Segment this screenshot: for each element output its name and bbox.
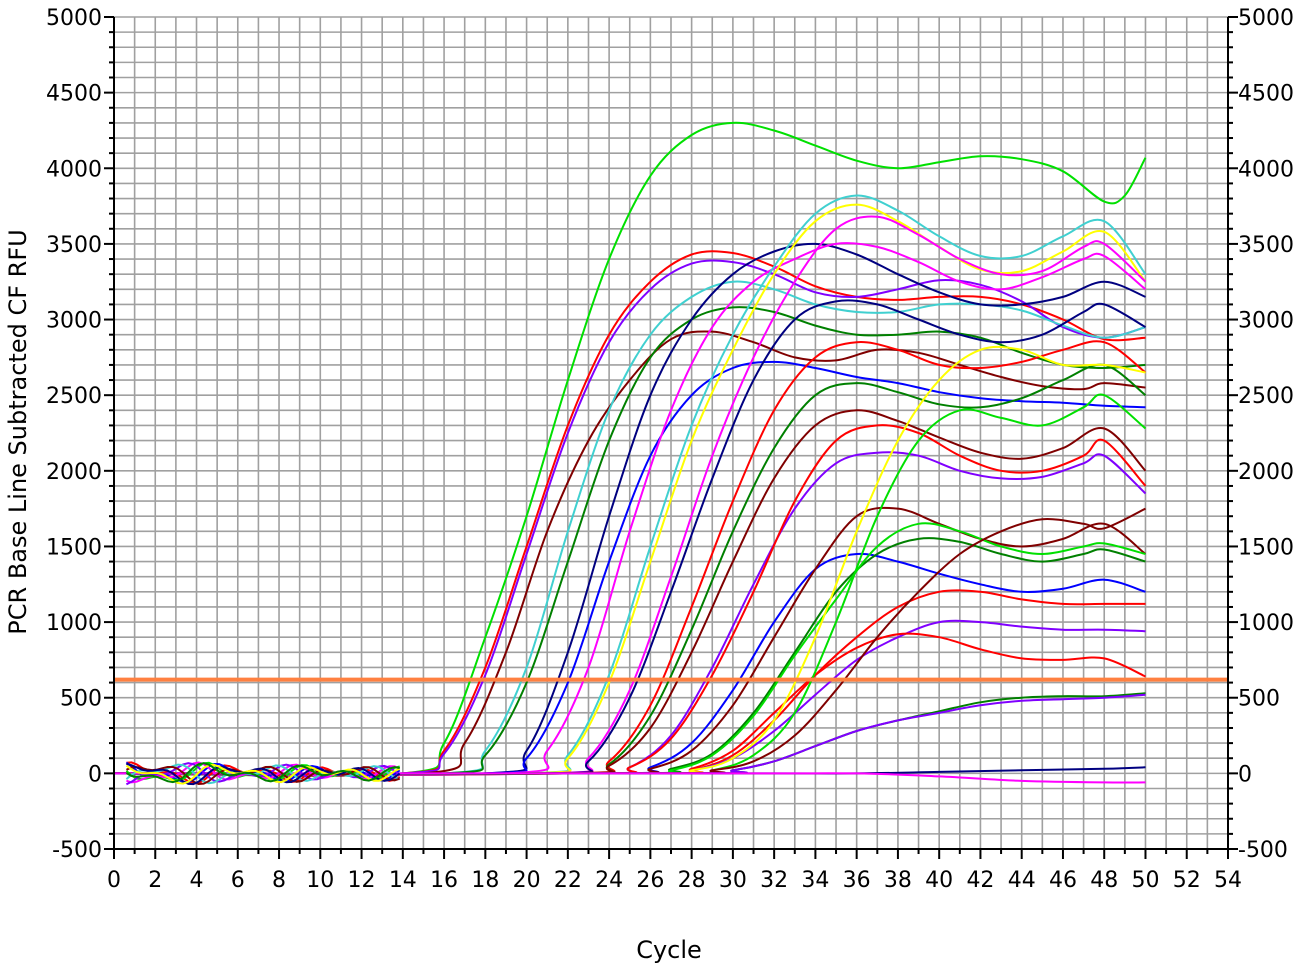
x-tick-label: 38: [884, 868, 912, 893]
x-tick-label: 52: [1173, 868, 1201, 893]
y-tick-label-left: 1000: [46, 611, 102, 636]
x-tick-label: 20: [513, 868, 541, 893]
series-line-9: [113, 242, 1147, 777]
x-tick-label: 24: [595, 868, 623, 893]
y-tick-label-right: 4500: [1238, 82, 1294, 107]
x-tick-label: 34: [801, 868, 829, 893]
x-tick-label: 4: [190, 868, 204, 893]
y-tick-label-right: 3000: [1238, 309, 1294, 334]
grid: [113, 16, 1229, 850]
series-line-13: [113, 299, 1146, 776]
y-tick-label-left: 0: [88, 762, 102, 787]
x-tick-label: 12: [348, 868, 376, 893]
baseline-noise-line: [126, 762, 401, 786]
series-line-11: [113, 203, 1147, 776]
y-tick-label-left: -500: [52, 838, 102, 863]
x-tick-label: 50: [1131, 868, 1159, 893]
series-line-1: [113, 121, 1147, 777]
x-axis-title: Cycle: [636, 936, 702, 964]
baseline-noise-line: [125, 763, 401, 785]
tick-labels: 0 2 4 6 8 10 12 14 16 18 20 22 24 26 28 30 32 34 36 38 40 42 4…: [46, 6, 1294, 893]
y-tick-label-left: 1500: [46, 535, 102, 560]
y-tick-label-right: 2500: [1238, 384, 1294, 409]
y-tick-label-left: 3500: [46, 233, 102, 258]
x-tick-label: 48: [1090, 868, 1118, 893]
baseline-noise-line: [125, 762, 400, 784]
x-tick-label: 26: [636, 868, 664, 893]
series-line-2: [113, 250, 1146, 777]
y-tick-label-right: 1000: [1238, 611, 1294, 636]
y-tick-label-left: 2500: [46, 384, 102, 409]
axes: [104, 16, 1238, 859]
x-tick-label: 28: [678, 868, 706, 893]
x-tick-label: 30: [719, 868, 747, 893]
y-tick-label-left: 2000: [46, 460, 102, 485]
x-tick-label: 36: [843, 868, 871, 893]
x-tick-label: 46: [1049, 868, 1077, 893]
x-tick-label: 40: [925, 868, 953, 893]
baseline-noise-line: [125, 762, 401, 786]
x-tick-label: 18: [471, 868, 499, 893]
y-tick-label-right: 1500: [1238, 535, 1294, 560]
series-line-10: [113, 194, 1147, 776]
y-tick-label-left: 3000: [46, 309, 102, 334]
x-tick-label: 42: [966, 868, 994, 893]
x-tick-label: 6: [231, 868, 245, 893]
x-tick-label: 44: [1008, 868, 1036, 893]
y-tick-label-right: 5000: [1238, 6, 1294, 31]
y-tick-label-left: 4500: [46, 82, 102, 107]
y-tick-label-right: 4000: [1238, 157, 1294, 182]
y-tick-label-right: 0: [1238, 762, 1252, 787]
y-tick-label-right: 2000: [1238, 460, 1294, 485]
x-tick-label: 32: [760, 868, 788, 893]
x-tick-label: 2: [148, 868, 162, 893]
x-tick-label: 16: [430, 868, 458, 893]
x-tick-label: 10: [306, 868, 334, 893]
x-tick-label: 0: [107, 868, 121, 893]
y-tick-label-right: 3500: [1238, 233, 1294, 258]
x-tick-label: 8: [272, 868, 286, 893]
series-lines: [113, 121, 1147, 786]
y-tick-label-left: 4000: [46, 157, 102, 182]
y-axis-title: PCR Base Line Subtracted CF RFU: [4, 229, 32, 634]
series-line-12: [113, 215, 1147, 776]
y-tick-label-left: 500: [60, 687, 102, 712]
y-tick-label-left: 5000: [46, 6, 102, 31]
y-tick-label-right: 500: [1238, 687, 1280, 712]
x-tick-label: 14: [389, 868, 417, 893]
series-line-32: [114, 772, 1146, 784]
y-tick-label-right: -500: [1238, 838, 1288, 863]
series-line-7: [113, 242, 1146, 777]
series-line-4: [113, 330, 1146, 777]
x-tick-label: 54: [1214, 868, 1242, 893]
x-tick-label: 22: [554, 868, 582, 893]
